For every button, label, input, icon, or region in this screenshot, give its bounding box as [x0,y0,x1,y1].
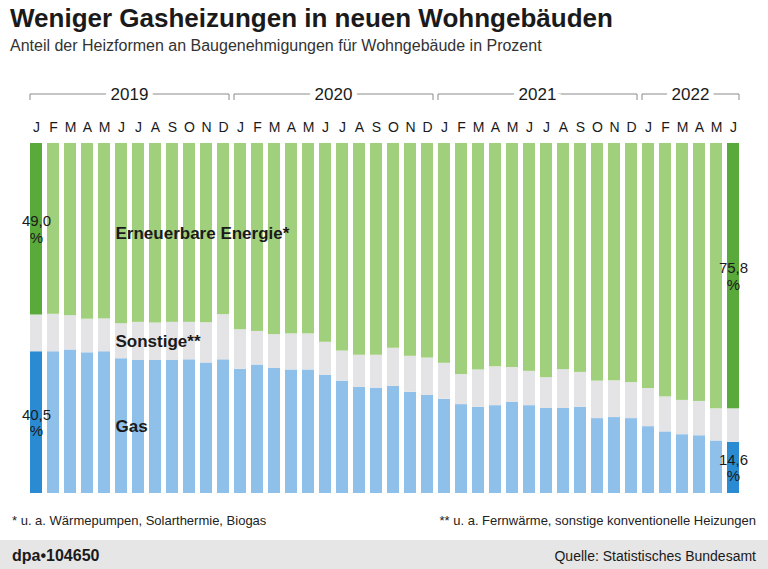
svg-text:N: N [201,119,211,135]
svg-text:M: M [269,119,281,135]
svg-text:A: A [355,119,365,135]
svg-text:J: J [339,119,346,135]
svg-text:2019: 2019 [111,85,149,104]
svg-text:40,5%: 40,5% [22,406,51,440]
svg-text:J: J [33,119,40,135]
svg-text:J: J [526,119,533,135]
svg-text:D: D [218,119,228,135]
svg-text:D: D [422,119,432,135]
svg-text:75,8%: 75,8% [719,259,748,293]
svg-text:O: O [388,119,399,135]
svg-text:Sonstige**: Sonstige** [116,332,201,351]
svg-text:S: S [576,119,585,135]
svg-text:J: J [441,119,448,135]
svg-text:D: D [626,119,636,135]
svg-text:M: M [507,119,519,135]
svg-text:A: A [287,119,297,135]
html-text:Weniger Gasheizungen in neuen: Weniger Gasheizungen in neuen Wohngebäud… [10,3,613,33]
html-text:* u. a. Wärmepumpen, Solarther: * u. a. Wärmepumpen, Solarthermie, Bioga… [12,513,267,528]
svg-text:A: A [695,119,705,135]
svg-text:F: F [457,119,466,135]
svg-text:J: J [543,119,550,135]
svg-text:M: M [65,119,77,135]
svg-text:J: J [135,119,142,135]
svg-text:O: O [184,119,195,135]
html-text:Anteil der Heizformen an Bauge: Anteil der Heizformen an Baugenehmigunge… [10,37,542,54]
svg-text:M: M [99,119,111,135]
svg-text:O: O [592,119,603,135]
svg-text:M: M [473,119,485,135]
html-text:dpa•104650: dpa•104650 [12,546,100,564]
svg-text:J: J [322,119,329,135]
svg-text:N: N [609,119,619,135]
svg-text:J: J [118,119,125,135]
svg-text:Erneuerbare Energie*: Erneuerbare Energie* [116,224,290,243]
svg-text:A: A [151,119,161,135]
svg-text:S: S [168,119,177,135]
svg-text:A: A [491,119,501,135]
svg-text:A: A [559,119,569,135]
svg-text:2021: 2021 [519,85,557,104]
svg-text:F: F [661,119,670,135]
svg-text:2022: 2022 [672,85,710,104]
html-text:Quelle: Statistisches Bundesam: Quelle: Statistisches Bundesamt [554,547,756,564]
svg-text:F: F [49,119,58,135]
svg-text:J: J [730,119,737,135]
svg-text:A: A [83,119,93,135]
svg-text:49,0%: 49,0% [22,212,51,246]
svg-text:M: M [711,119,723,135]
svg-text:M: M [303,119,315,135]
svg-text:S: S [372,119,381,135]
html-text:** u. a. Fernwärme, sonstige k: ** u. a. Fernwärme, sonstige konventione… [439,513,756,528]
svg-text:N: N [405,119,415,135]
svg-text:2020: 2020 [315,85,353,104]
svg-text:M: M [677,119,689,135]
svg-text:Gas: Gas [116,417,148,436]
svg-text:F: F [253,119,262,135]
svg-text:J: J [237,119,244,135]
svg-text:J: J [645,119,652,135]
svg-text:14,6%: 14,6% [719,451,748,485]
